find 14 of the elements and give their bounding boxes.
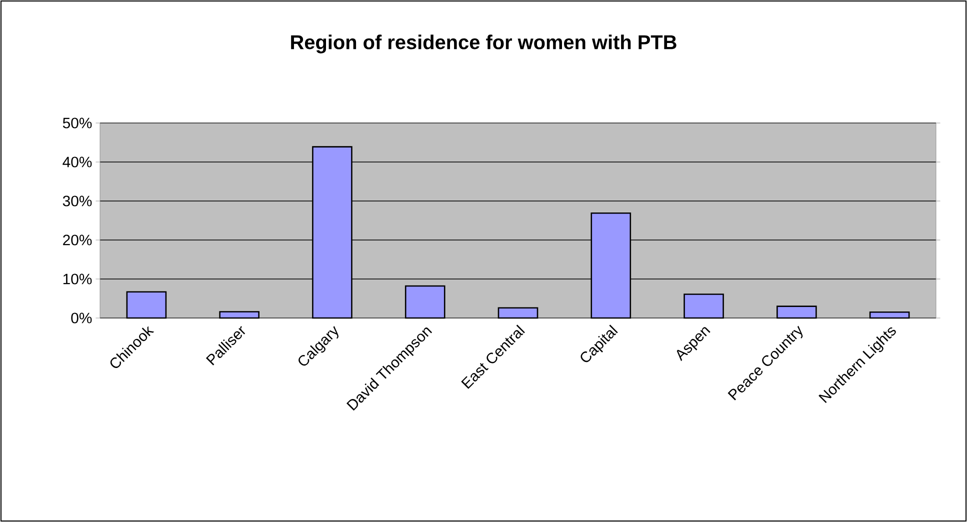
bar (869, 312, 910, 319)
y-tick-label: 50% (62, 118, 92, 128)
bar (684, 294, 724, 319)
y-tick-label: 10% (63, 274, 92, 284)
y-tick-label: 40% (62, 156, 92, 168)
y-tick-label: 20% (63, 234, 92, 246)
bar (776, 306, 817, 319)
bar (219, 311, 260, 319)
chart-title: Region of residence for women with PTB (291, 34, 676, 54)
y-tick-label: 30% (62, 196, 92, 206)
y-tick-label: 0% (71, 312, 92, 324)
bar (126, 291, 167, 319)
bar (404, 285, 446, 319)
bar (498, 307, 538, 319)
